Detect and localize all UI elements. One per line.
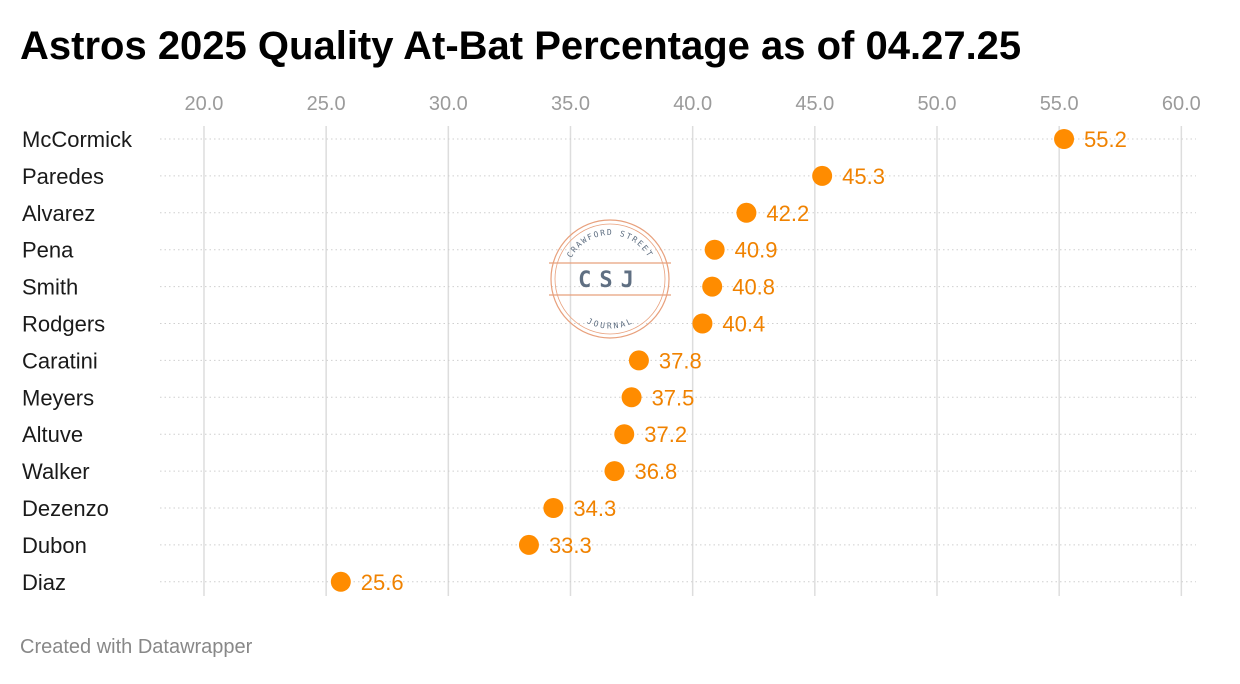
data-dot [543, 498, 564, 518]
player-label: Diaz [22, 570, 66, 595]
value-label: 37.5 [652, 385, 695, 410]
player-label: Dubon [22, 533, 87, 558]
value-label: 55.2 [1084, 127, 1127, 152]
gridlines [203, 126, 1183, 596]
player-label: Smith [22, 275, 78, 300]
x-tick-label: 40.0 [673, 93, 712, 115]
value-label: 45.3 [842, 164, 885, 189]
value-labels: 55.2 45.3 42.2 40.9 40.8 40.4 37.8 37.5 37.2 36.8… [361, 127, 1127, 595]
x-tick-label: 25.0 [307, 93, 346, 115]
player-label: Rodgers [22, 312, 105, 337]
data-dot [692, 313, 713, 334]
x-tick-label: 35.0 [551, 93, 590, 115]
data-dot [812, 165, 833, 186]
data-dot [518, 534, 539, 555]
value-label: 40.4 [722, 312, 765, 337]
value-label: 33.3 [549, 533, 592, 558]
data-dot [704, 239, 725, 260]
player-label: Alvarez [22, 201, 95, 226]
value-label: 34.3 [573, 496, 616, 521]
value-label: 42.2 [766, 201, 809, 226]
value-label: 37.8 [659, 348, 702, 373]
watermark-ring [550, 219, 670, 339]
value-label: 25.6 [361, 570, 404, 595]
player-label: Paredes [22, 164, 104, 189]
x-tick-label: 55.0 [1040, 93, 1079, 115]
data-dot [614, 424, 635, 445]
x-axis-ticks: 20.0 25.0 30.0 35.0 40.0 45.0 50.0 55.0 60.0 [185, 93, 1201, 115]
data-dots [330, 129, 1075, 592]
player-label: Meyers [22, 385, 94, 410]
player-labels: McCormick Paredes Alvarez Pena Smith Rodgers C… [22, 127, 133, 595]
row-lines [160, 138, 1196, 583]
chart-title: Astros 2025 Quality At-Bat Percentage as… [20, 24, 1022, 68]
player-label: Altuve [22, 422, 83, 447]
data-dot [1054, 129, 1075, 149]
x-tick-label: 30.0 [429, 93, 468, 115]
value-label: 40.9 [735, 238, 778, 263]
watermark-center-text: CSJ [578, 268, 642, 293]
dot-plot-chart: 20.0 25.0 30.0 35.0 40.0 45.0 50.0 55.0 60.0 CRA… [22, 93, 1201, 596]
value-label: 37.2 [644, 422, 687, 447]
data-dot [628, 350, 649, 371]
data-dot [604, 461, 625, 482]
csj-watermark-logo: CRAWFORD STREET CSJ JOURNAL [549, 219, 671, 339]
x-tick-label: 45.0 [795, 93, 834, 115]
watermark-bottom-text: JOURNAL [586, 316, 635, 330]
x-tick-label: 20.0 [185, 93, 224, 115]
player-label: Dezenzo [22, 496, 109, 521]
data-dot [702, 276, 723, 297]
attribution-footer: Created with Datawrapper [20, 636, 253, 658]
data-dot [736, 202, 757, 223]
player-label: Walker [22, 459, 90, 484]
value-label: 36.8 [634, 459, 677, 484]
player-label: McCormick [22, 127, 133, 152]
watermark-inner-ring [554, 223, 666, 335]
x-tick-label: 50.0 [918, 93, 957, 115]
watermark-top-text: CRAWFORD STREET [565, 228, 655, 259]
data-dot [330, 571, 351, 592]
value-label: 40.8 [732, 275, 775, 300]
player-label: Caratini [22, 348, 98, 373]
data-dot [621, 387, 642, 408]
player-label: Pena [22, 238, 74, 263]
x-tick-label: 60.0 [1162, 93, 1201, 115]
